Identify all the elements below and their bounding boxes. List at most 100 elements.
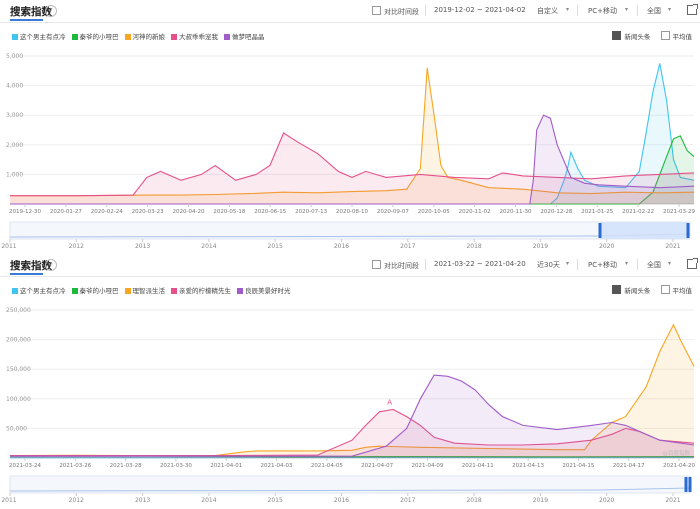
date-range-picker[interactable]: 2019-12-02 ~ 2021-04-02 [434,6,526,14]
x-tick-label: 2020-11-30 [500,209,532,215]
watermark: @百度指数 [662,449,690,457]
average-checkbox[interactable]: 平均值 [660,31,693,41]
compare-period-label: 对比时间段 [384,262,419,270]
timeline-year-label: 2021 [665,497,680,504]
legend-label: 理智派生活 [132,287,166,295]
average-checkbox[interactable]: 平均值 [660,285,692,295]
legend-item[interactable]: 理智派生活 [124,285,166,295]
timeline-year-label: 2016 [334,497,349,504]
legend-label: 这个男主有点冷 [20,33,66,41]
divider [577,5,578,16]
x-tick-label: 2021-03-24 [9,463,41,469]
series-line [10,67,695,197]
legend-label: 做梦吧晶晶 [232,33,265,41]
series-line [10,132,695,197]
compare-period-checkbox[interactable]: 对比时间段 [372,6,419,17]
legend-item[interactable]: 这个男主有点冷 [12,31,66,41]
x-tick-label: 2021-02-22 [622,209,654,215]
x-tick-label: 2020-05-18 [213,209,245,215]
search-index-panel-2: 搜索指数 ? 对比时间段 2021-03-22 ~ 2021-04-20 近30… [0,254,700,509]
divider [577,259,578,270]
legend-item[interactable]: 河神的新娘 [124,31,166,41]
divider [637,5,638,16]
legend-item[interactable]: 良辰美景好时光 [237,285,291,295]
x-tick-label: 2021-03-28 [110,463,142,469]
share-icon[interactable] [687,4,698,15]
y-tick-label: 250,000 [6,307,31,314]
timeline-handle[interactable] [686,223,690,238]
chevron-down-icon: ▾ [566,260,570,267]
search-index-chart-1: 1,000 2,000 3,000 4,000 5,000 2019-12-30 2020-… [1,53,695,250]
y-tick-label: 5,000 [6,53,23,60]
legend-label: 秦爷的小哑巴 [79,33,119,41]
series-area [10,63,694,205]
range-mode-select[interactable]: 自定义 [537,7,558,15]
average-label: 平均值 [672,33,693,41]
timeline-handle[interactable] [688,477,692,492]
divider [425,5,426,16]
legend-swatch [12,288,18,294]
device-select[interactable]: PC+移动 [588,261,617,269]
share-icon[interactable] [687,258,698,269]
compare-period-checkbox[interactable]: 对比时间段 [372,260,419,271]
x-tick-label: 2021-04-15 [562,463,594,469]
device-select[interactable]: PC+移动 [588,7,617,15]
x-tick-label: 2020-08-10 [336,209,368,215]
timeline-year-label: 2021 [665,243,680,250]
news-headline-checkbox[interactable]: 新闻头条 [612,31,650,41]
x-tick-label: 2021-04-05 [311,463,343,469]
timeline-year-label: 2019 [533,243,548,250]
x-tick-label: 2020-06-15 [254,209,286,215]
news-headline-label: 新闻头条 [624,287,651,295]
timeline-handle[interactable] [684,477,688,492]
chevron-down-icon: ▾ [566,6,570,13]
help-icon[interactable]: ? [45,5,57,17]
help-icon[interactable]: ? [45,259,57,271]
chart-options: 新闻头条 平均值 [612,31,692,41]
legend-swatch [171,34,177,40]
checkbox-icon [660,285,670,294]
x-tick-label: 2021-04-01 [210,463,242,469]
legend-item[interactable]: 秦爷的小哑巴 [71,31,119,41]
series-line [10,135,695,205]
region-select[interactable]: 全国 [647,261,661,269]
chevron-down-icon: ▾ [625,6,629,13]
legend-item[interactable]: 这个男主有点冷 [12,285,66,295]
news-headline-checkbox[interactable]: 新闻头条 [612,285,651,295]
series-area [10,324,694,458]
chart-legend: 这个男主有点冷 秦爷的小哑巴 河神的新娘 大叔乖乖宠我 做梦吧晶晶 [12,31,271,41]
timeline-handle[interactable] [598,223,602,238]
search-index-chart-2: 50,000 100,000 150,000 200,000 250,000 2021-0… [1,307,695,504]
checkbox-icon [612,285,622,294]
panel-header: 搜索指数 ? 对比时间段 2021-03-22 ~ 2021-04-20 近30… [0,254,700,277]
legend-label: 秦爷的小哑巴 [79,287,119,295]
chevron-down-icon: ▾ [668,260,672,267]
series-line [9,323,695,457]
legend-swatch [237,288,243,294]
legend-label: 河神的新娘 [132,33,166,41]
y-tick-label: 150,000 [6,366,31,373]
legend-item[interactable]: 大叔乖乖宠我 [171,31,218,41]
y-tick-label: 4,000 [6,83,23,90]
timeline-navigator [9,221,691,240]
legend-item[interactable]: 做梦吧晶晶 [224,31,265,41]
x-tick-label: 2020-07-13 [295,209,327,215]
y-tick-label: 3,000 [6,112,23,119]
timeline-year-label: 2012 [69,243,84,250]
checkbox-icon [372,6,381,15]
legend-swatch [124,34,131,40]
legend-label: 亲爱的柠檬精先生 [179,287,231,295]
panel-header: 搜索指数 ? 对比时间段 2019-12-02 ~ 2021-04-02 自定义… [0,0,700,23]
legend-item[interactable]: 秦爷的小哑巴 [71,285,119,295]
timeline-year-label: 2020 [599,497,614,504]
title-underline [10,19,43,21]
range-mode-select[interactable]: 近30天 [537,261,560,269]
checkbox-icon [372,260,381,269]
date-range-picker[interactable]: 2021-03-22 ~ 2021-04-20 [434,260,526,268]
timeline-year-label: 2015 [268,243,283,250]
x-tick-label: 2020-10-05 [418,209,450,215]
compare-period-label: 对比时间段 [384,8,419,16]
region-select[interactable]: 全国 [647,7,661,15]
legend-item[interactable]: 亲爱的柠檬精先生 [171,285,231,295]
timeline-year-label: 2013 [135,497,150,504]
